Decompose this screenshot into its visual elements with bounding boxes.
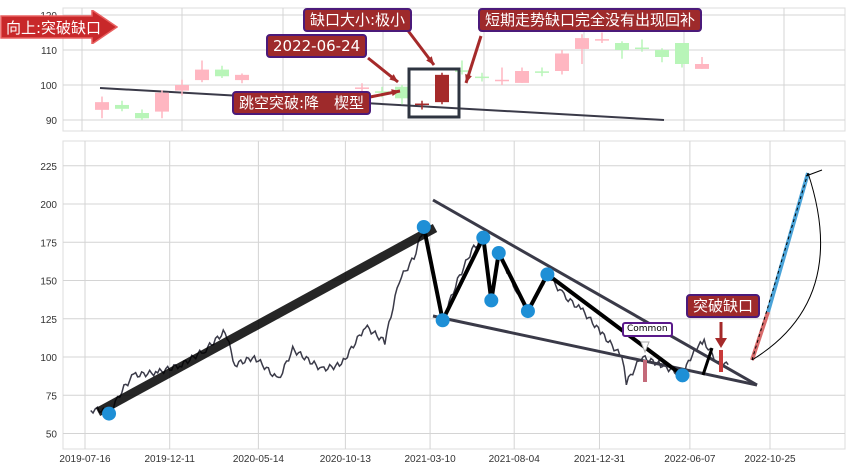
pattern-arrow-head [391,89,400,97]
candle-body [135,113,149,119]
projection-arc [751,172,822,361]
candle-body [215,69,229,77]
breakout-direction-label: 向上:突破缺口 [6,19,102,37]
candle-body [675,43,689,64]
uptrend-line [95,224,438,416]
pivot-point [491,245,506,260]
candle-body [355,87,369,89]
candle-body [595,39,609,41]
candle-body [395,86,409,99]
gap-size-label: 缺口大小:极小 [303,8,413,32]
candle-body [415,103,429,106]
bottom-y-tick-label: 175 [40,238,57,249]
pivot-point [675,368,690,383]
top-y-tick-label: 110 [41,46,57,57]
candle-body [495,79,509,82]
pattern-label: 跳空突破:降 楔型 [232,91,372,115]
breakout-gap-marker [719,350,723,372]
candle-body [95,102,109,110]
x-tick-label: 2021-08-04 [489,454,541,465]
candle-body [615,43,629,50]
common-gap-arrow [640,341,650,354]
top-y-tick-label: 90 [46,116,58,127]
candle-body [235,74,249,81]
pivot-point [520,304,535,319]
candle-body [635,47,649,50]
candle-body [175,85,189,91]
candle-body [695,64,709,69]
candle-body [435,74,449,103]
pivot-point [416,219,431,234]
top-trend-line [99,87,665,121]
candle-body [195,69,209,81]
bottom-y-tick-label: 200 [40,200,57,211]
gap-highlight-box [407,67,461,119]
breakout-gap-arrow-head [715,338,727,348]
x-tick-label: 2019-12-11 [144,454,195,465]
top-y-tick-label: 100 [40,81,57,92]
projection-tip [805,169,823,177]
breakout-gap-label: 突破缺口 [686,294,761,318]
common-gap-label: Common [622,322,673,337]
pivot-point [484,293,499,308]
bottom-y-tick-label: 50 [46,430,58,441]
x-tick-label: 2020-05-14 [233,454,285,465]
wedge-upper-line [432,198,758,387]
x-tick-label: 2022-10-25 [744,454,796,465]
bottom-y-tick-label: 225 [40,162,57,173]
breakout-direction-arrow-icon [0,10,118,44]
gap-date-label: 2022-06-24 [266,34,368,58]
bottom-y-tick-label: 150 [40,277,57,288]
candle-body [475,76,489,79]
gap-date-arrow-head [389,74,398,82]
gap-fill-label: 短期走势缺口完全没有出现回补 [478,8,703,32]
x-tick-label: 2021-12-31 [574,454,626,465]
bottom-y-tick-label: 100 [40,353,57,364]
projection-line [766,172,810,313]
x-tick-label: 2020-10-13 [320,454,372,465]
candle-body [555,53,569,71]
candle-body [515,71,529,83]
projection-dash [751,172,809,361]
candle-body [655,50,669,57]
gap-size-arrow-head [426,56,434,65]
common-gap-marker [643,360,647,382]
x-tick-label: 2021-03-10 [404,454,456,465]
gap-fill-arrow-head [465,74,472,83]
candle-body [155,92,169,112]
bottom-y-tick-label: 75 [46,391,58,402]
bottom-y-tick-label: 125 [40,315,57,326]
candle-body [375,91,389,93]
x-tick-label: 2019-07-16 [59,454,111,465]
candle-body [575,38,589,49]
candle-body [535,71,549,73]
zigzag-tail [701,347,714,376]
pivot-point [102,406,117,421]
pivot-point [540,267,555,282]
x-tick-label: 2022-06-07 [664,454,716,465]
pivot-point [476,230,491,245]
pivot-point [435,313,450,328]
candle-body [115,104,129,109]
candle-body [455,70,469,72]
